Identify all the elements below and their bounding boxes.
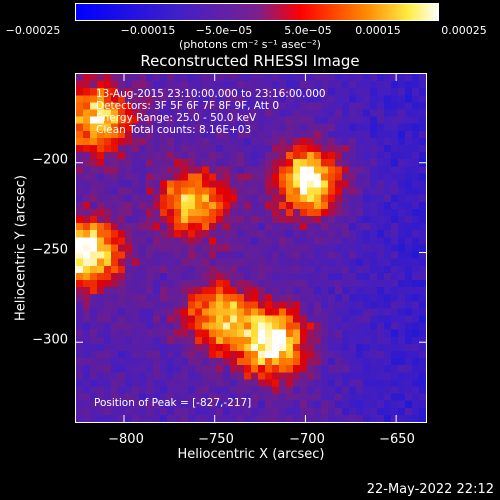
colorbar-tick-label: −0.00015 [120,24,176,37]
y-tick-label: −300 [32,332,68,348]
x-tick-label: −800 [108,432,144,447]
x-tick-label: −750 [198,432,234,447]
colorbar-tick-label: 5.0e−05 [284,24,332,37]
y-axis-label: Heliocentric Y (arcsec) [13,175,29,321]
colorbar-tick-label: 0.00025 [441,24,487,37]
y-tick-label: −250 [32,242,68,258]
x-tick-label: −700 [289,432,325,447]
timestamp-footer: 22-May-2022 22:12 [366,482,494,497]
time-range-annotation: 13-Aug-2015 23:10:00.000 to 23:16:00.000 [96,88,326,100]
plot-area [75,73,427,423]
colorbar-tick-label: −0.00025 [5,24,61,37]
x-axis-label: Heliocentric X (arcsec) [177,447,325,462]
chart-title: Reconstructed RHESSI Image [140,52,360,70]
energy-range-annotation: Energy Range: 25.0 - 50.0 keV [96,112,257,124]
heatmap-image [76,74,426,422]
y-tick-label: −200 [32,152,68,168]
colorbar-gradient [76,4,438,20]
clean-annotation: Clean Total counts: 8.16E+03 [96,124,252,136]
detectors-annotation: Detectors: 3F 5F 6F 7F 8F 9F, Att 0 [96,100,280,112]
peak-position-annotation: Position of Peak = [-827,-217] [94,397,252,409]
colorbar-tick-label: −5.0e−05 [195,24,253,37]
x-tick-label: −650 [379,432,415,447]
colorbar-unit-label: (photons cm⁻² s⁻¹ asec⁻²) [179,38,321,51]
colorbar-tick-label: 0.00015 [355,24,401,37]
colorbar [75,3,439,21]
